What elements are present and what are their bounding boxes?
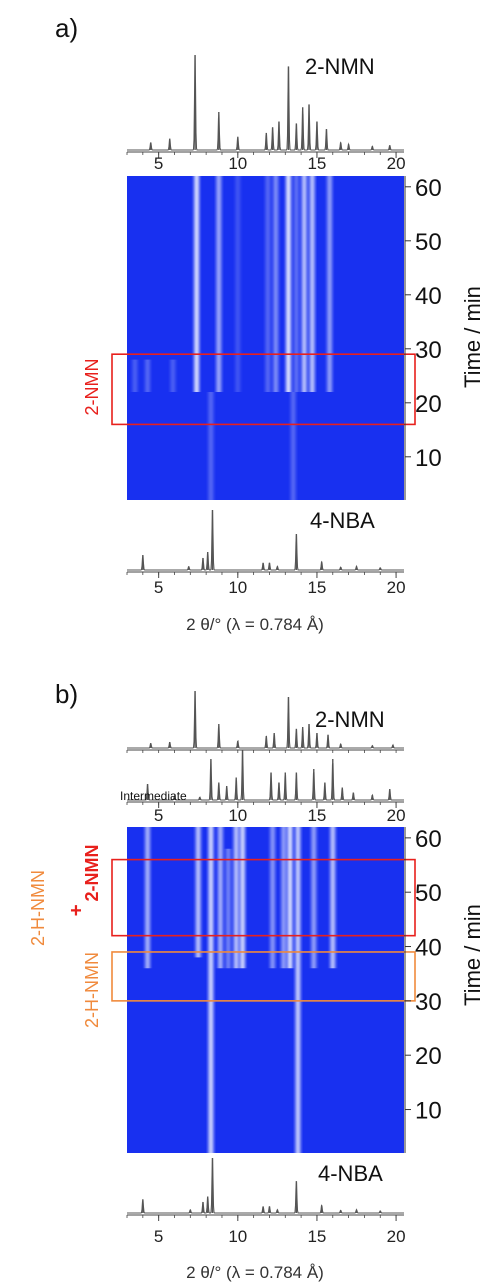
time-tick-label: 30 [415, 337, 442, 364]
diffraction-stripe [235, 176, 241, 392]
x-tick-label: 15 [307, 1227, 326, 1246]
x-tick-label: 20 [387, 1227, 406, 1246]
panel-a-bottom-pattern-label: 4-NBA [310, 508, 375, 533]
diffraction-stripe [145, 827, 150, 969]
time-tick-label: 10 [415, 1098, 442, 1125]
x-tick-label: 15 [307, 578, 326, 597]
panel-a-box-label: 2-NMN [82, 359, 102, 416]
panel-a-time-axis: 10 20 30 40 50 60 [404, 175, 442, 500]
panel-a-time-axis-label: Time / min [460, 286, 485, 388]
x-tick-label: 10 [228, 154, 247, 173]
x-tick-label: 20 [387, 578, 406, 597]
panel-b: b) 2-NMN 5 10 15 20 Intermediate 10 20 30 40 50… [28, 679, 485, 1282]
diffraction-stripe [281, 827, 287, 969]
panel-b-x-axis-label: 2 θ/° (λ = 0.784 Å) [186, 1263, 324, 1282]
panel-b-time-axis: 10 20 30 40 50 60 [404, 826, 442, 1153]
panel-b-box-labels: 2-H-NMN + 2-NMN 2-H-NMN [28, 845, 102, 1029]
panel-b-top-pattern [126, 691, 404, 753]
panel-b-heatmap [111, 827, 416, 1153]
diffraction-trace [127, 691, 404, 749]
diffraction-stripe [208, 392, 214, 500]
time-tick-label: 60 [415, 826, 442, 853]
diffraction-stripe [132, 359, 138, 392]
time-tick-label: 40 [415, 935, 442, 962]
panel-b-label: b) [55, 679, 78, 709]
x-tick-label: 20 [387, 154, 406, 173]
diffraction-stripe [240, 827, 245, 969]
diffraction-stripe [293, 176, 299, 392]
diffraction-stripe [301, 176, 307, 392]
diffraction-stripe [217, 827, 223, 969]
diffraction-stripe [270, 827, 276, 969]
phase-highlight-box [111, 951, 416, 1002]
diffraction-stripe [330, 827, 336, 969]
panel-b-box2-label: 2-H-NMN [82, 952, 102, 1028]
diffraction-stripe [287, 827, 293, 969]
diffraction-stripe [309, 176, 315, 392]
diffraction-trace [127, 1158, 404, 1214]
time-tick-label: 10 [415, 445, 442, 472]
diffraction-stripe [327, 176, 333, 392]
x-tick-label: 15 [307, 154, 326, 173]
diffraction-trace [127, 510, 404, 571]
time-tick-label: 50 [415, 229, 442, 256]
panel-a-label: a) [55, 13, 78, 43]
x-tick-label: 5 [154, 806, 163, 825]
diffraction-stripe [233, 827, 239, 969]
x-tick-label: 10 [228, 1227, 247, 1246]
time-tick-label: 20 [415, 1043, 442, 1070]
x-tick-label: 15 [307, 806, 326, 825]
diffraction-stripe [195, 827, 201, 958]
diffraction-trace [127, 750, 404, 801]
diffraction-stripe [311, 827, 317, 969]
panel-a-heatmap [111, 176, 416, 500]
panel-b-intermediate-pattern: 5 10 15 20 [126, 750, 406, 825]
phase-highlight-box [111, 858, 416, 937]
panel-b-top-pattern-label: 2-NMN [315, 707, 385, 732]
panel-a: a) 5 10 15 20 2-NMN 10 20 30 40 50 60 Time / min… [55, 13, 485, 634]
diffraction-stripe [265, 176, 271, 392]
diffraction-stripe [216, 176, 222, 392]
phase-highlight-box [111, 353, 416, 426]
heatmap-background [127, 827, 404, 1153]
diffraction-trace [127, 55, 404, 151]
time-tick-label: 60 [415, 175, 442, 202]
panel-a-top-pattern-label: 2-NMN [305, 54, 375, 79]
time-tick-label: 30 [415, 989, 442, 1016]
panel-a-x-axis-label: 2 θ/° (λ = 0.784 Å) [186, 615, 324, 634]
panel-b-bottom-pattern: 5 10 15 20 [126, 1158, 406, 1246]
x-tick-label: 5 [154, 1227, 163, 1246]
time-tick-label: 40 [415, 283, 442, 310]
panel-b-bottom-pattern-label: 4-NBA [318, 1161, 383, 1186]
x-tick-label: 5 [154, 578, 163, 597]
panel-a-top-pattern: 5 10 15 20 [126, 55, 406, 173]
panel-b-box1-label-b: 2-NMN [82, 845, 102, 902]
diffraction-stripe [290, 392, 296, 500]
diffraction-stripe [286, 176, 291, 392]
x-tick-label: 20 [387, 806, 406, 825]
x-tick-label: 10 [228, 806, 247, 825]
panel-b-box1-label-plus: + [70, 900, 82, 922]
diffraction-stripe [273, 176, 279, 392]
diffraction-stripe [194, 176, 200, 392]
panel-b-time-axis-label: Time / min [460, 904, 485, 1006]
diffraction-stripe [170, 359, 176, 392]
panel-b-intermediate-label: Intermediate [120, 789, 187, 803]
time-tick-label: 50 [415, 880, 442, 907]
panel-b-box1-label-a: 2-H-NMN [28, 870, 48, 946]
diffraction-stripe [225, 848, 231, 969]
diffraction-stripe [145, 359, 150, 392]
x-tick-label: 5 [154, 154, 163, 173]
diffraction-stripe [208, 827, 214, 1153]
diffraction-stripe [295, 827, 301, 1153]
time-tick-label: 20 [415, 391, 442, 418]
panel-a-bottom-pattern: 5 10 15 20 [126, 510, 406, 597]
x-tick-label: 10 [228, 578, 247, 597]
